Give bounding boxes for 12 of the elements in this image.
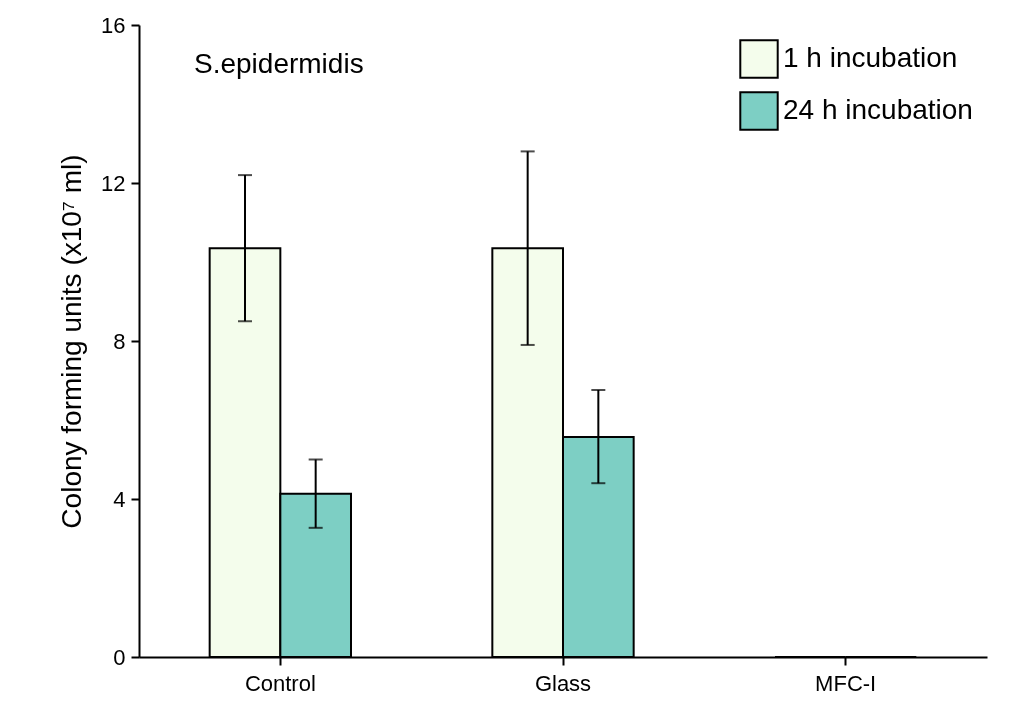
annotation: S.epidermidis bbox=[194, 48, 364, 79]
legend-label: 1 h incubation bbox=[783, 42, 958, 73]
x-tick-label: Glass bbox=[534, 670, 592, 696]
legend-label: 24 h incubation bbox=[783, 94, 973, 125]
x-tick-label: Control bbox=[244, 670, 316, 696]
x-tick-label: MFC-I bbox=[815, 670, 877, 696]
y-tick-label: 16 bbox=[101, 12, 126, 38]
y-tick-label: 4 bbox=[113, 486, 126, 512]
y-tick-label: 0 bbox=[113, 644, 126, 670]
y-axis-title: Colony forming units (x10⁷ ml) bbox=[56, 154, 88, 529]
y-tick-label: 8 bbox=[113, 328, 126, 354]
y-tick-label: 12 bbox=[101, 170, 126, 196]
